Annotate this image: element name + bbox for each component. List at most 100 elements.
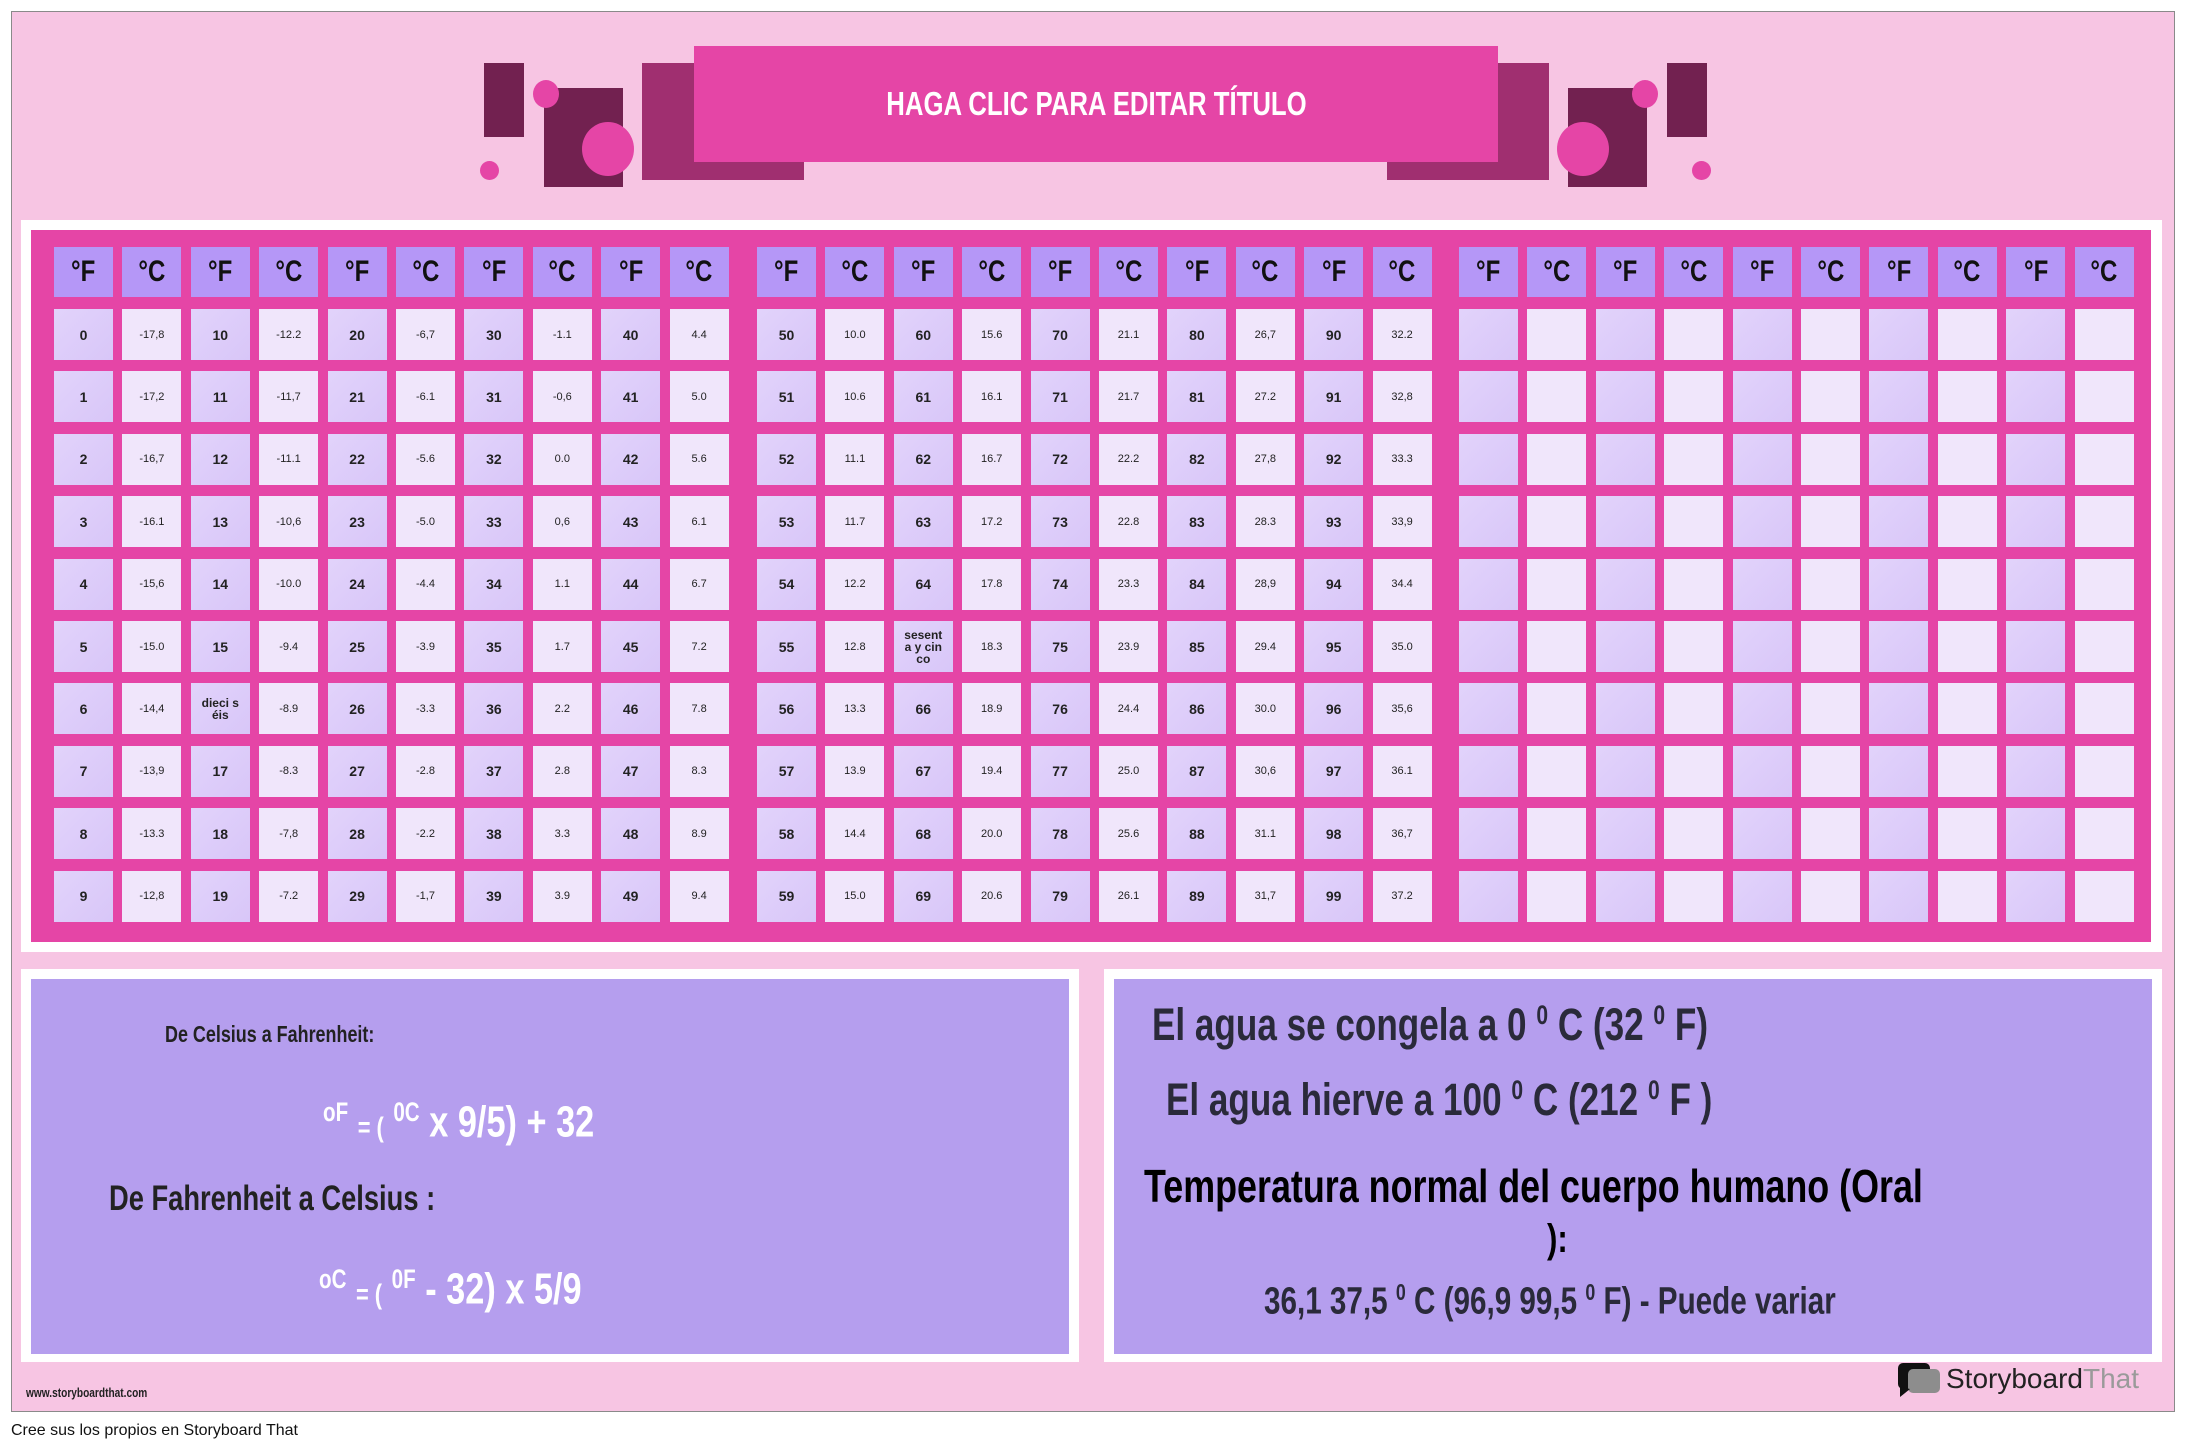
celsius-cell[interactable]: 30.0 bbox=[1235, 683, 1295, 735]
celsius-cell[interactable]: -7,8 bbox=[259, 808, 319, 860]
fahrenheit-cell[interactable]: 54 bbox=[757, 558, 816, 610]
fahrenheit-cell[interactable]: 26 bbox=[327, 683, 387, 735]
celsius-cell[interactable] bbox=[1801, 745, 1860, 797]
fahrenheit-cell[interactable] bbox=[1595, 371, 1655, 423]
celsius-cell[interactable]: -14,4 bbox=[122, 683, 182, 735]
fahrenheit-cell[interactable]: 39 bbox=[464, 870, 524, 922]
celsius-cell[interactable]: 32,8 bbox=[1372, 371, 1432, 423]
fahrenheit-cell[interactable]: 33 bbox=[464, 496, 524, 548]
fahrenheit-cell[interactable] bbox=[1595, 683, 1655, 735]
fahrenheit-cell[interactable]: 79 bbox=[1030, 870, 1090, 922]
celsius-cell[interactable]: 15.0 bbox=[825, 870, 885, 922]
celsius-cell[interactable]: 4.4 bbox=[669, 309, 729, 360]
fahrenheit-cell[interactable] bbox=[2006, 371, 2066, 423]
fahrenheit-cell[interactable]: 98 bbox=[1304, 808, 1364, 860]
celsius-cell[interactable]: -13,9 bbox=[122, 745, 182, 797]
fahrenheit-cell[interactable]: 38 bbox=[464, 808, 524, 860]
celsius-cell[interactable] bbox=[2074, 309, 2134, 360]
fahrenheit-cell[interactable]: 48 bbox=[601, 808, 661, 860]
fahrenheit-cell[interactable]: 68 bbox=[893, 808, 953, 860]
fahrenheit-cell[interactable] bbox=[1459, 683, 1518, 735]
fahrenheit-cell[interactable]: 99 bbox=[1304, 870, 1364, 922]
fahrenheit-cell[interactable]: 74 bbox=[1030, 558, 1090, 610]
fahrenheit-cell[interactable]: 51 bbox=[757, 371, 816, 423]
fahrenheit-cell[interactable]: 8 bbox=[54, 808, 113, 860]
celsius-cell[interactable]: -17,2 bbox=[122, 371, 182, 423]
fahrenheit-cell[interactable]: 1 bbox=[54, 371, 113, 423]
celsius-cell[interactable]: 12.2 bbox=[825, 558, 885, 610]
fahrenheit-cell[interactable]: 80 bbox=[1167, 309, 1227, 360]
celsius-cell[interactable]: -13.3 bbox=[122, 808, 182, 860]
fahrenheit-cell[interactable]: 22 bbox=[327, 433, 387, 485]
fahrenheit-cell[interactable]: 97 bbox=[1304, 745, 1364, 797]
celsius-cell[interactable]: 9.4 bbox=[669, 870, 729, 922]
fahrenheit-cell[interactable]: 35 bbox=[464, 621, 524, 672]
celsius-cell[interactable] bbox=[1527, 433, 1587, 485]
celsius-cell[interactable] bbox=[1801, 683, 1860, 735]
celsius-cell[interactable]: 28.3 bbox=[1235, 496, 1295, 548]
celsius-cell[interactable] bbox=[2074, 433, 2134, 485]
fahrenheit-cell[interactable]: 3 bbox=[54, 496, 113, 548]
fahrenheit-cell[interactable]: 46 bbox=[601, 683, 661, 735]
celsius-cell[interactable]: 31.1 bbox=[1235, 808, 1295, 860]
celsius-cell[interactable] bbox=[1664, 870, 1724, 922]
celsius-cell[interactable]: 10.6 bbox=[825, 371, 885, 423]
fahrenheit-cell[interactable] bbox=[1595, 309, 1655, 360]
celsius-cell[interactable]: 23.9 bbox=[1099, 621, 1158, 672]
celsius-cell[interactable] bbox=[1937, 683, 1997, 735]
celsius-cell[interactable]: 26.1 bbox=[1099, 870, 1158, 922]
fahrenheit-cell[interactable] bbox=[1869, 870, 1929, 922]
celsius-cell[interactable] bbox=[1527, 808, 1587, 860]
fahrenheit-cell[interactable]: 41 bbox=[601, 371, 661, 423]
fahrenheit-cell[interactable] bbox=[2006, 433, 2066, 485]
celsius-cell[interactable]: 1.1 bbox=[532, 558, 592, 610]
fahrenheit-cell[interactable]: 0 bbox=[54, 309, 113, 360]
celsius-cell[interactable] bbox=[1801, 808, 1860, 860]
celsius-cell[interactable] bbox=[1801, 309, 1860, 360]
celsius-cell[interactable]: 3.3 bbox=[532, 808, 592, 860]
fahrenheit-cell[interactable]: 32 bbox=[464, 433, 524, 485]
fahrenheit-cell[interactable]: 62 bbox=[893, 433, 953, 485]
celsius-cell[interactable]: -17,8 bbox=[122, 309, 182, 360]
celsius-cell[interactable]: 25.0 bbox=[1099, 745, 1158, 797]
celsius-cell[interactable] bbox=[1937, 433, 1997, 485]
fahrenheit-cell[interactable]: 57 bbox=[757, 745, 816, 797]
celsius-cell[interactable]: -12,8 bbox=[122, 870, 182, 922]
fahrenheit-cell[interactable] bbox=[2006, 621, 2066, 672]
celsius-cell[interactable]: 2.2 bbox=[532, 683, 592, 735]
fahrenheit-cell[interactable]: 76 bbox=[1030, 683, 1090, 735]
fahrenheit-cell[interactable]: 34 bbox=[464, 558, 524, 610]
celsius-cell[interactable]: -15.0 bbox=[122, 621, 182, 672]
fahrenheit-cell[interactable] bbox=[2006, 683, 2066, 735]
celsius-cell[interactable]: -16,7 bbox=[122, 433, 182, 485]
celsius-cell[interactable]: 35,6 bbox=[1372, 683, 1432, 735]
fahrenheit-cell[interactable]: 14 bbox=[190, 558, 250, 610]
fahrenheit-cell[interactable] bbox=[1595, 870, 1655, 922]
fahrenheit-cell[interactable] bbox=[1595, 808, 1655, 860]
celsius-cell[interactable]: -2.8 bbox=[396, 745, 455, 797]
celsius-cell[interactable]: 12.8 bbox=[825, 621, 885, 672]
celsius-cell[interactable] bbox=[1937, 745, 1997, 797]
fahrenheit-cell[interactable] bbox=[1732, 745, 1792, 797]
celsius-cell[interactable]: 21.1 bbox=[1099, 309, 1158, 360]
celsius-cell[interactable] bbox=[1664, 745, 1724, 797]
fahrenheit-cell[interactable]: 87 bbox=[1167, 745, 1227, 797]
celsius-cell[interactable]: -1,7 bbox=[396, 870, 455, 922]
fahrenheit-cell[interactable] bbox=[1459, 808, 1518, 860]
fahrenheit-cell[interactable]: 89 bbox=[1167, 870, 1227, 922]
fahrenheit-cell[interactable] bbox=[1732, 683, 1792, 735]
celsius-cell[interactable]: 14.4 bbox=[825, 808, 885, 860]
fahrenheit-cell[interactable]: 7 bbox=[54, 745, 113, 797]
celsius-cell[interactable] bbox=[1664, 371, 1724, 423]
celsius-cell[interactable]: 13.3 bbox=[825, 683, 885, 735]
celsius-cell[interactable] bbox=[1527, 621, 1587, 672]
celsius-cell[interactable]: -5.6 bbox=[396, 433, 455, 485]
celsius-cell[interactable]: 6.1 bbox=[669, 496, 729, 548]
fahrenheit-cell[interactable]: 82 bbox=[1167, 433, 1227, 485]
celsius-cell[interactable]: 2.8 bbox=[532, 745, 592, 797]
celsius-cell[interactable]: -1.1 bbox=[532, 309, 592, 360]
fahrenheit-cell[interactable]: 93 bbox=[1304, 496, 1364, 548]
fahrenheit-cell[interactable] bbox=[1732, 621, 1792, 672]
fahrenheit-cell[interactable] bbox=[1732, 309, 1792, 360]
celsius-cell[interactable] bbox=[1664, 309, 1724, 360]
